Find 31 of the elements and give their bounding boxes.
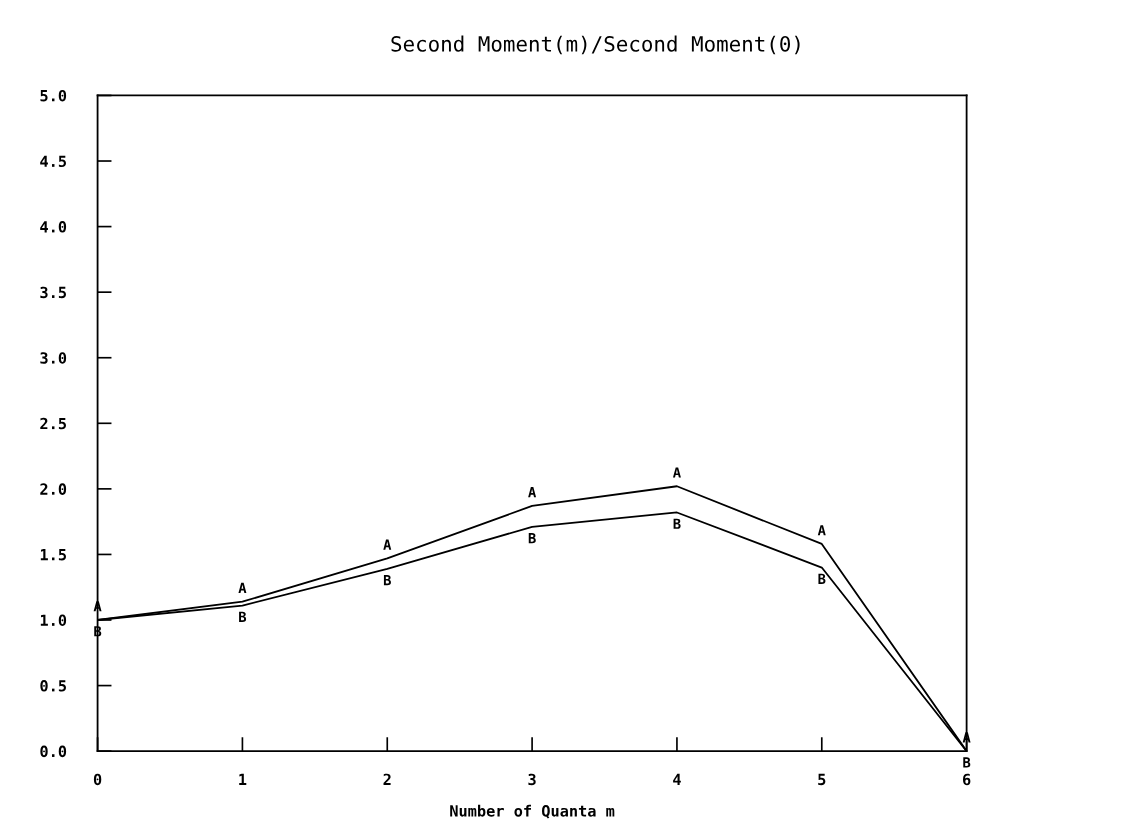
y-tick-label: 1.5 <box>40 549 66 561</box>
x-axis-title: Number of Quanta m <box>450 804 615 819</box>
text: A <box>383 539 392 550</box>
y-tick-label: 2.5 <box>40 417 66 430</box>
x-tick-label: 6 <box>962 773 971 786</box>
y-tick-label: 5.0 <box>40 89 67 102</box>
y-tick-label: 4.0 <box>40 221 67 233</box>
text: B <box>528 533 536 544</box>
text: A <box>817 525 826 536</box>
y-tick-label: 1.0 <box>40 614 67 627</box>
y-tick-label: 0.5 <box>40 680 66 692</box>
y-tick-label: 3.5 <box>40 286 66 299</box>
x-tick-label: 2 <box>383 773 391 785</box>
x-tick-label: 0 <box>93 773 102 786</box>
x-tick-label: 5 <box>818 773 826 786</box>
text: B <box>383 575 391 586</box>
chart-title: Second Moment(m)/Second Moment(0) <box>391 35 800 55</box>
text: B <box>673 518 681 529</box>
y-tick-label: 3.0 <box>40 352 67 364</box>
x-tick-label: 4 <box>673 773 681 785</box>
text: B <box>239 611 247 622</box>
y-tick-label: 2.0 <box>40 483 67 495</box>
text: B <box>963 757 971 768</box>
text: A <box>528 487 537 498</box>
x-tick-label: 3 <box>528 773 536 786</box>
text: A <box>672 467 681 478</box>
x-tick-label: 1 <box>239 773 247 785</box>
text: A <box>238 582 247 593</box>
series-label: B <box>818 573 826 584</box>
y-tick-label: 0.0 <box>40 745 67 758</box>
y-tick-label: 4.5 <box>40 155 66 168</box>
